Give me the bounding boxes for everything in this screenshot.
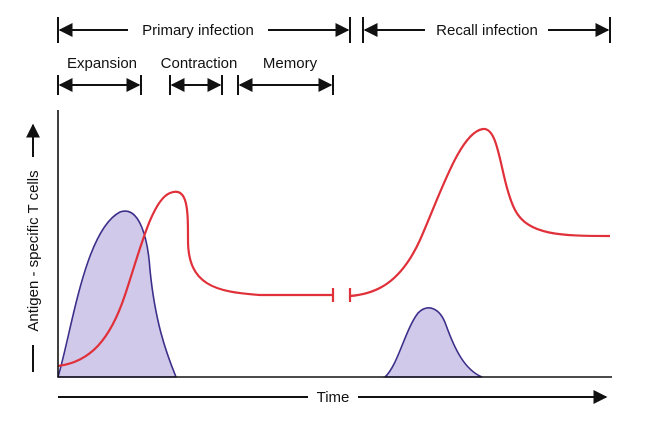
memory-label: Memory	[263, 55, 318, 72]
y-axis-label: Antigen - specific T cells	[25, 170, 42, 331]
primary-infection-span: Primary infection	[57, 17, 351, 43]
recall-antigen-peak	[382, 307, 483, 378]
expansion-span	[57, 75, 142, 95]
primary-infection-label: Primary infection	[142, 22, 254, 39]
t-cell-curve-primary	[57, 190, 333, 368]
contraction-label: Contraction	[161, 55, 238, 72]
recall-infection-span: Recall infection	[362, 17, 611, 43]
y-axis-arrow: Antigen - specific T cells	[25, 123, 42, 372]
t-cell-curve-recall	[349, 127, 611, 298]
primary-antigen-peak	[56, 210, 178, 378]
recall-infection-label: Recall infection	[436, 22, 538, 39]
contraction-span	[169, 75, 223, 95]
expansion-label: Expansion	[67, 55, 137, 72]
memory-span	[237, 75, 334, 95]
x-axis-label: Time	[317, 389, 350, 406]
time-axis-arrow: Time	[58, 389, 608, 406]
